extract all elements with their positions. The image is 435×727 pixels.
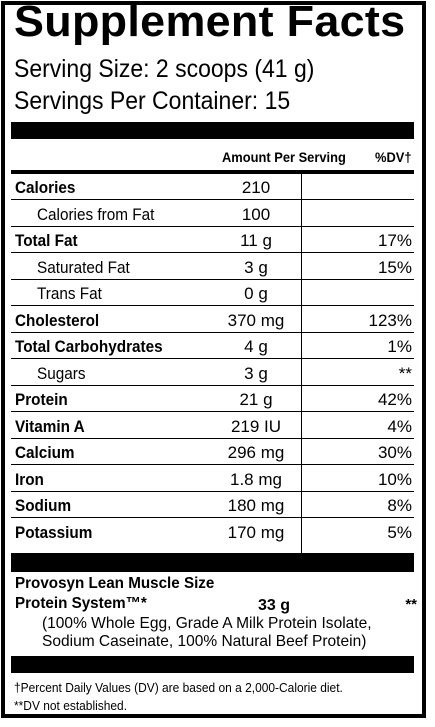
nutrient-name: Protein — [15, 390, 68, 409]
nutrient-daily-value: 123% — [368, 310, 412, 330]
blend-name-line2: Protein System™* — [15, 595, 147, 612]
nutrient-amount: 100 — [241, 204, 271, 224]
nutrient-amount: 3 g — [244, 257, 268, 277]
header-rule — [11, 170, 414, 174]
servings-per-container: Servings Per Container: 15 — [14, 87, 291, 115]
blend-description-line1: (100% Whole Egg, Grade A Milk Protein Is… — [42, 615, 372, 632]
panel-title: Supplement Facts — [14, 0, 406, 46]
nutrient-daily-value: 5% — [387, 522, 412, 542]
nutrient-row: Calcium 296 mg 30% — [11, 439, 414, 465]
nutrient-daily-value: ** — [398, 363, 412, 383]
nutrient-name: Vitamin A — [15, 416, 85, 436]
supplement-facts-panel — [1, 1, 426, 718]
nutrient-amount: 4 g — [244, 337, 268, 356]
nutrient-row: Total Carbohydrates 4 g 1% — [11, 333, 414, 359]
nutrient-name: Sugars — [37, 363, 86, 383]
nutrient-row: Calories from Fat 100 — [11, 201, 414, 227]
nutrient-row: Sodium 180 mg 8% — [11, 492, 414, 518]
nutrient-daily-value: 4% — [387, 416, 412, 436]
nutrient-amount: 170 mg — [227, 522, 285, 542]
nutrient-row: Sugars 3 g ** — [11, 360, 414, 386]
blend-description-line2: Sodium Caseinate, 100% Natural Beef Prot… — [42, 633, 367, 650]
nutrient-name: Saturated Fat — [37, 257, 130, 277]
nutrient-name: Total Carbohydrates — [15, 337, 163, 356]
nutrient-name: Calories from Fat — [37, 204, 155, 224]
nutrient-name: Iron — [15, 469, 44, 489]
nutrient-daily-value: 10% — [377, 469, 412, 489]
nutrient-row: Saturated Fat 3 g 15% — [11, 254, 414, 280]
nutrient-amount: 1.8 mg — [230, 469, 282, 489]
thick-divider-bottom — [11, 656, 414, 673]
nutrient-row: Cholesterol 370 mg 123% — [11, 307, 414, 333]
nutrient-name: Total Fat — [15, 231, 78, 250]
nutrient-amount: 370 mg — [227, 310, 285, 330]
nutrient-amount: 296 mg — [227, 443, 285, 462]
thick-divider-top — [11, 122, 414, 139]
nutrient-name: Sodium — [15, 496, 72, 515]
daily-value-header: %DV† — [375, 149, 412, 165]
nutrient-row: Trans Fat 0 g — [11, 280, 414, 306]
nutrient-amount: 11 g — [240, 231, 272, 250]
nutrient-name: Trans Fat — [37, 284, 102, 303]
nutrient-amount: 0 g — [244, 284, 268, 303]
nutrient-daily-value: 8% — [387, 496, 412, 515]
nutrient-amount: 21 g — [239, 390, 273, 409]
blend-amount: 33 g — [258, 597, 291, 614]
nutrient-amount: 180 mg — [227, 496, 285, 515]
nutrient-row: Iron 1.8 mg 10% — [11, 466, 414, 492]
nutrient-name: Potassium — [15, 522, 93, 542]
nutrient-daily-value: 15% — [377, 257, 412, 277]
nutrient-daily-value: 30% — [377, 443, 412, 462]
nutrient-row: Protein 21 g 42% — [11, 386, 414, 412]
amount-per-serving-header: Amount Per Serving — [222, 149, 346, 165]
footnote-daily-value: †Percent Daily Values (DV) are based on … — [14, 680, 343, 695]
blend-name-line1: Provosyn Lean Muscle Size — [15, 575, 215, 592]
nutrient-daily-value: 17% — [377, 231, 412, 250]
nutrient-daily-value: 1% — [387, 337, 412, 356]
footnote-not-established: **DV not established. — [14, 698, 128, 713]
nutrient-amount: 3 g — [244, 363, 268, 383]
nutrient-amount: 219 IU — [230, 416, 282, 436]
nutrient-name: Calcium — [15, 443, 75, 462]
nutrient-row: Calories 210 — [11, 174, 414, 200]
nutrient-row: Vitamin A 219 IU 4% — [11, 413, 414, 439]
column-divider — [301, 174, 302, 554]
nutrient-name: Cholesterol — [15, 310, 100, 330]
thick-divider-middle — [11, 553, 414, 572]
nutrient-daily-value: 42% — [377, 390, 412, 409]
nutrient-amount: 210 — [241, 178, 271, 197]
serving-size: Serving Size: 2 scoops (41 g) — [14, 55, 315, 83]
blend-dv: ** — [405, 596, 417, 613]
nutrient-name: Calories — [15, 178, 76, 197]
nutrient-row: Total Fat 11 g 17% — [11, 227, 414, 253]
nutrient-row: Potassium 170 mg 5% — [11, 519, 414, 545]
